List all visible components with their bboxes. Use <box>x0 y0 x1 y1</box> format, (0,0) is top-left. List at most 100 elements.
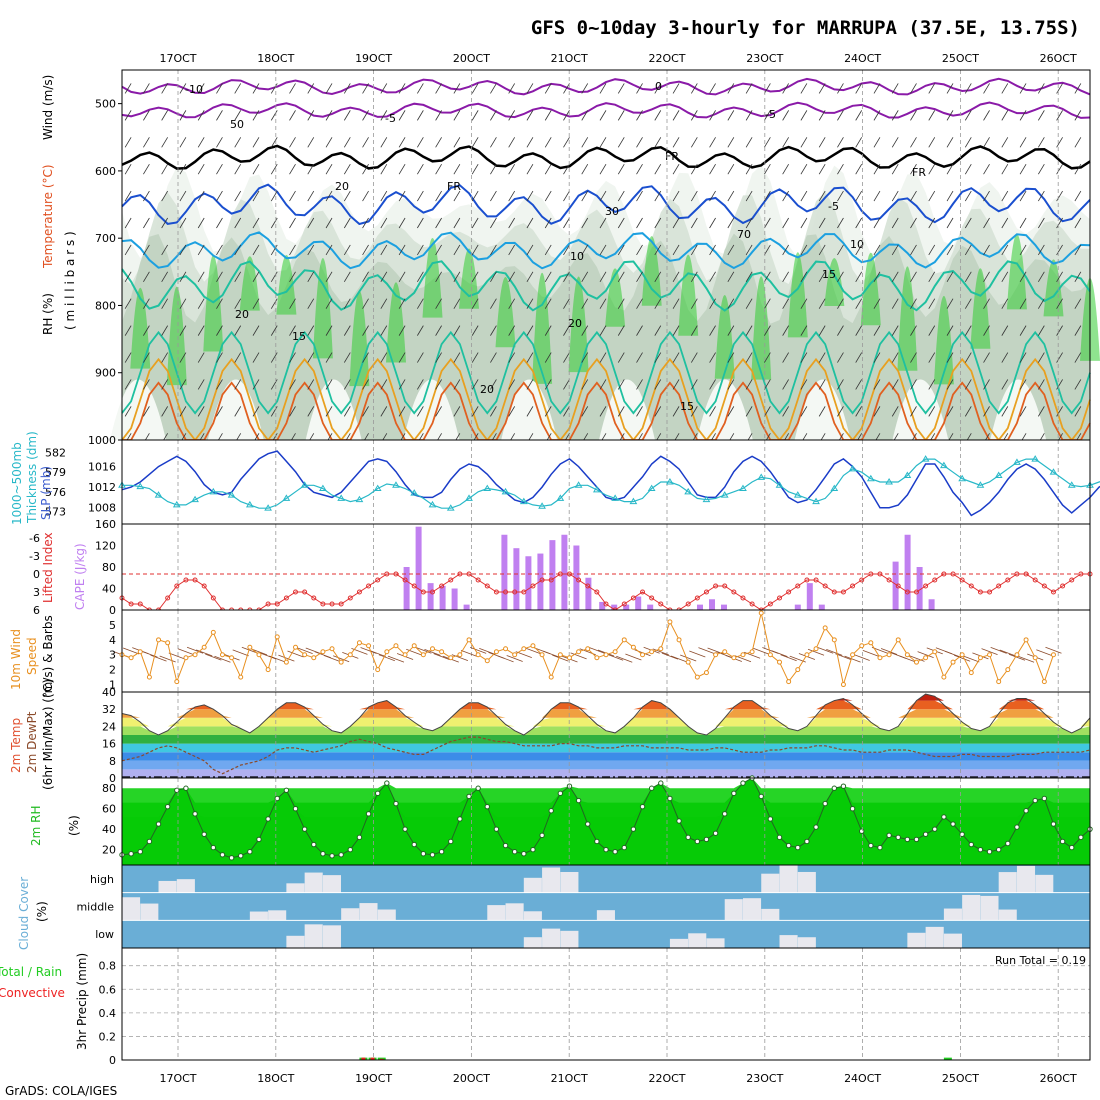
wind-barb <box>161 352 169 363</box>
rh2m-label-b: (%) <box>67 815 81 836</box>
rh-marker <box>968 841 974 848</box>
thickness-marker <box>446 504 455 511</box>
li-marker <box>201 583 207 589</box>
thickness-marker <box>958 474 967 482</box>
wind-marker <box>566 655 572 661</box>
wind-barb <box>380 163 388 175</box>
wind-barb <box>508 244 516 256</box>
wind-barb <box>179 110 187 121</box>
wind-barb <box>417 137 424 148</box>
wind-barb <box>654 379 662 390</box>
contour-label: 20 <box>568 317 582 330</box>
contour-label: 20 <box>335 180 349 193</box>
thickness-marker <box>812 497 820 505</box>
wind-barb <box>563 298 570 309</box>
wind-barb <box>143 271 150 283</box>
cloud-row-label: middle <box>76 901 114 914</box>
wind-barb <box>617 406 625 417</box>
slp-label: SLP (mb) <box>39 466 53 520</box>
wind-barb <box>818 325 826 336</box>
wind-barb <box>581 298 589 309</box>
wind-barb <box>727 379 735 390</box>
wind-barb <box>161 217 169 229</box>
wind-barb <box>964 244 972 256</box>
wind-barb <box>709 137 716 148</box>
wind-barb <box>745 298 753 309</box>
li-marker <box>640 589 646 595</box>
wind-barb <box>526 298 534 309</box>
temp-band <box>122 760 1090 770</box>
wind-marker <box>557 652 563 658</box>
wind-barb <box>672 244 680 256</box>
wind-barb <box>800 83 808 94</box>
wind-barb-10m <box>780 654 797 662</box>
wind-barb <box>782 163 789 175</box>
thickness-marker <box>1067 481 1076 488</box>
wind-barb <box>216 110 223 121</box>
cloud-cover-panel: high middle low <box>76 864 1091 949</box>
wind-barb <box>490 217 497 229</box>
rh-high-patch <box>276 255 297 315</box>
wind-barb <box>873 406 881 417</box>
wind-marker <box>840 682 846 688</box>
wind-marker <box>1014 652 1020 658</box>
wind-barb <box>636 137 643 148</box>
wind-barb <box>891 352 899 363</box>
li-marker <box>804 577 810 583</box>
wind-barb <box>617 110 625 121</box>
cape-bar <box>585 577 592 610</box>
rh-marker <box>913 836 920 843</box>
wind-barb <box>307 379 315 390</box>
wind-barb <box>197 137 205 148</box>
wind-barb <box>654 163 662 175</box>
wind-barb <box>435 406 442 417</box>
wind-barb <box>1074 110 1082 121</box>
wind-barb <box>636 217 643 229</box>
wind-barb <box>910 244 917 256</box>
rh-marker <box>183 785 189 791</box>
wind-marker <box>429 646 435 652</box>
cloud-cell <box>523 911 542 921</box>
wind-barb-10m <box>1045 646 1062 654</box>
wind-barb <box>270 190 278 202</box>
wind-barb <box>928 83 936 94</box>
wind-barb <box>1074 244 1082 256</box>
wind-barb <box>672 352 680 363</box>
cloud-label-b: (%) <box>35 901 49 922</box>
cape-bar <box>451 588 458 610</box>
cloud-cell <box>140 903 159 921</box>
wind-barb <box>124 352 132 363</box>
wind-barb <box>745 325 753 336</box>
cape-bar <box>549 540 556 610</box>
wind-marker <box>685 659 691 665</box>
temp-tick: 40 <box>102 686 116 699</box>
thickness-marker <box>666 478 674 485</box>
wind-barb <box>343 352 351 363</box>
wind-barb <box>599 325 607 336</box>
date-label-top: 22OCT <box>648 52 685 65</box>
rh-marker <box>658 780 664 786</box>
cape-bar <box>928 599 935 610</box>
wind-barb <box>617 163 625 175</box>
wind-marker <box>539 652 545 658</box>
wind-barb <box>417 244 424 256</box>
wind-barb <box>1037 298 1045 309</box>
wind-barb <box>234 298 242 309</box>
wind-marker <box>484 658 490 664</box>
li-marker <box>831 589 837 595</box>
wind-barb <box>818 406 826 417</box>
li-marker <box>694 595 700 601</box>
rh-marker <box>758 793 764 800</box>
li-marker <box>850 583 856 589</box>
wind-barb <box>873 110 881 121</box>
cloud-cell <box>943 908 962 921</box>
thickness-marker <box>903 471 912 478</box>
cloud-cell <box>304 924 323 948</box>
warm-dome <box>110 379 166 440</box>
wind-barb <box>818 271 826 283</box>
precip-ylabels: Total / Rain Convective 3hr Precip (mm) <box>0 953 89 1050</box>
thickness-marker <box>574 481 583 488</box>
li-marker <box>840 589 846 595</box>
wind-barb <box>782 325 789 336</box>
wind-barb <box>599 352 607 363</box>
